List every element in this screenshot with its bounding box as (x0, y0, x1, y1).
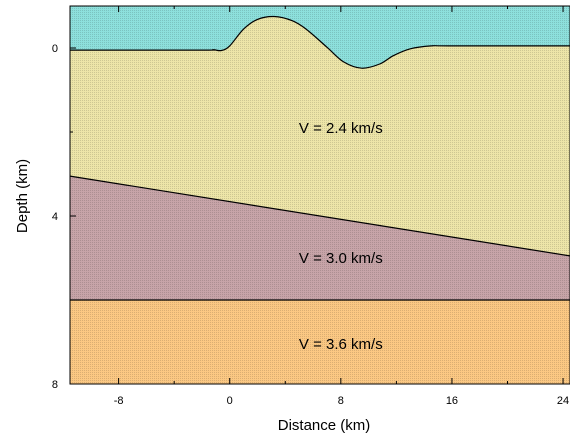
layer-2-velocity-label: V = 2.4 km/s (299, 120, 383, 137)
y-axis-label: Depth (km) (14, 159, 31, 233)
x-tick-label: 16 (446, 395, 458, 407)
y-tick-label: 8 (52, 379, 58, 391)
x-tick-label: 0 (227, 395, 233, 407)
x-axis-label: Distance (km) (278, 417, 371, 434)
layer-3-velocity-label: V = 3.0 km/s (299, 250, 383, 267)
layers-group (70, 6, 570, 384)
x-tick-label: 24 (557, 395, 569, 407)
x-tick-label: -8 (114, 395, 124, 407)
x-tick-label: 8 (338, 395, 344, 407)
y-tick-label: 0 (52, 43, 58, 55)
layer-4-velocity-label: V = 3.6 km/s (299, 336, 383, 353)
y-tick-label: 4 (52, 211, 58, 223)
